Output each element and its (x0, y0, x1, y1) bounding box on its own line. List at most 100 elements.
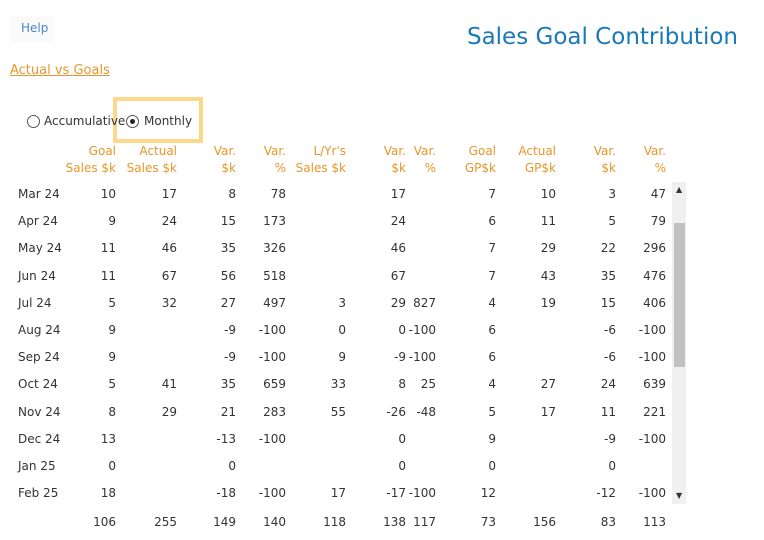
cell: 41 (161, 377, 177, 392)
cell: 9 (108, 350, 116, 365)
cell: 476 (643, 268, 666, 283)
cell: 221 (643, 404, 666, 419)
cell: 32 (161, 295, 177, 310)
cell: 0 (398, 459, 406, 473)
total-cell: 106 (93, 515, 116, 529)
cell: 46 (161, 241, 177, 256)
total-cell: 117 (413, 515, 436, 529)
row-label: Jul 24 (18, 295, 52, 310)
row-label: Aug 24 (18, 323, 61, 337)
radio-label[interactable]: Monthly (144, 114, 193, 128)
cell: 5 (108, 377, 116, 392)
cell: -100 (408, 350, 436, 365)
cell: -100 (408, 486, 436, 501)
cell: 3 (338, 295, 346, 310)
column-header: GP$k (524, 161, 556, 175)
scroll-up[interactable]: ▲ (676, 185, 683, 194)
scrollbar-thumb[interactable] (674, 223, 685, 367)
cell: -9 (224, 323, 236, 337)
cell: 5 (608, 214, 616, 229)
cell: 17 (390, 187, 406, 201)
cell: 3 (608, 187, 616, 201)
column-header: $k (601, 161, 616, 175)
cell: 497 (263, 295, 286, 310)
cell: 12 (480, 486, 496, 501)
cell: -13 (216, 431, 236, 446)
title: Sales Goal Contribution (466, 24, 738, 50)
cell: 55 (330, 404, 346, 419)
cell: 9 (108, 214, 116, 229)
cell: 4 (488, 295, 496, 310)
row-label: Jun 24 (18, 268, 56, 283)
radio[interactable] (27, 115, 40, 128)
radio[interactable] (126, 115, 139, 128)
column-header: Goal (468, 144, 496, 158)
cell: 7 (488, 268, 496, 283)
cell: 0 (108, 459, 116, 473)
cell: 827 (413, 295, 436, 310)
radio-label[interactable]: Accumulative (44, 114, 126, 128)
cell: -6 (604, 323, 616, 337)
cell: 5 (108, 295, 116, 310)
column-header: Var. (643, 144, 666, 158)
cell: 13 (100, 431, 116, 446)
cell: -100 (638, 350, 666, 365)
cell: 21 (220, 404, 236, 419)
focus-highlight (113, 97, 203, 143)
cell: 67 (161, 268, 177, 283)
cell: 7 (488, 187, 496, 201)
cell: 11 (100, 241, 116, 256)
row-label: Jan 25 (18, 459, 56, 473)
cell: 9 (488, 431, 496, 446)
cell: -100 (638, 323, 666, 337)
cell: -48 (416, 404, 436, 419)
help-link[interactable]: Help (21, 21, 49, 35)
cell: 24 (161, 214, 177, 229)
column-header: Goal (88, 144, 116, 158)
row-label: Sep 24 (18, 350, 60, 365)
cell: 0 (608, 459, 616, 473)
scroll-down[interactable]: ▼ (676, 491, 683, 500)
cell: 11 (600, 404, 616, 419)
cell: 296 (643, 241, 666, 256)
cell: -100 (408, 323, 436, 337)
row-label: Oct 24 (18, 377, 58, 392)
cell: -12 (596, 486, 616, 501)
cell: 24 (600, 377, 616, 392)
cell: 659 (263, 377, 286, 392)
column-header: Actual (139, 144, 177, 158)
cell: 9 (108, 323, 116, 337)
cell: 0 (398, 431, 406, 446)
cell: 8 (228, 187, 236, 201)
cell: 35 (220, 377, 236, 392)
cell: 11 (540, 214, 556, 229)
cell: -100 (258, 323, 286, 337)
column-header: Sales $k (65, 161, 116, 175)
cell: 406 (643, 295, 666, 310)
row-label: May 24 (18, 241, 62, 256)
row-label: Apr 24 (18, 214, 58, 229)
total-cell: 138 (383, 515, 406, 529)
total-cell: 140 (263, 515, 286, 529)
cell: 29 (540, 241, 556, 256)
column-header: Sales $k (126, 161, 177, 175)
column-header: Var. (263, 144, 286, 158)
cell: 47 (650, 187, 666, 201)
cell: 29 (390, 295, 406, 310)
column-header: Sales $k (295, 161, 346, 175)
actual-vs-goals-link[interactable]: Actual vs Goals (10, 63, 110, 78)
cell: 0 (398, 323, 406, 337)
cell: 0 (228, 459, 236, 473)
cell: 22 (600, 241, 616, 256)
cell: 6 (488, 214, 496, 229)
cell: 8 (398, 377, 406, 392)
cell: 10 (540, 187, 556, 201)
help-button-bg[interactable] (10, 16, 54, 42)
cell: 15 (600, 295, 616, 310)
cell: -17 (386, 486, 406, 501)
cell: 27 (540, 377, 556, 392)
total-cell: 118 (323, 515, 346, 529)
column-header: $k (221, 161, 236, 175)
cell: 5 (488, 404, 496, 419)
